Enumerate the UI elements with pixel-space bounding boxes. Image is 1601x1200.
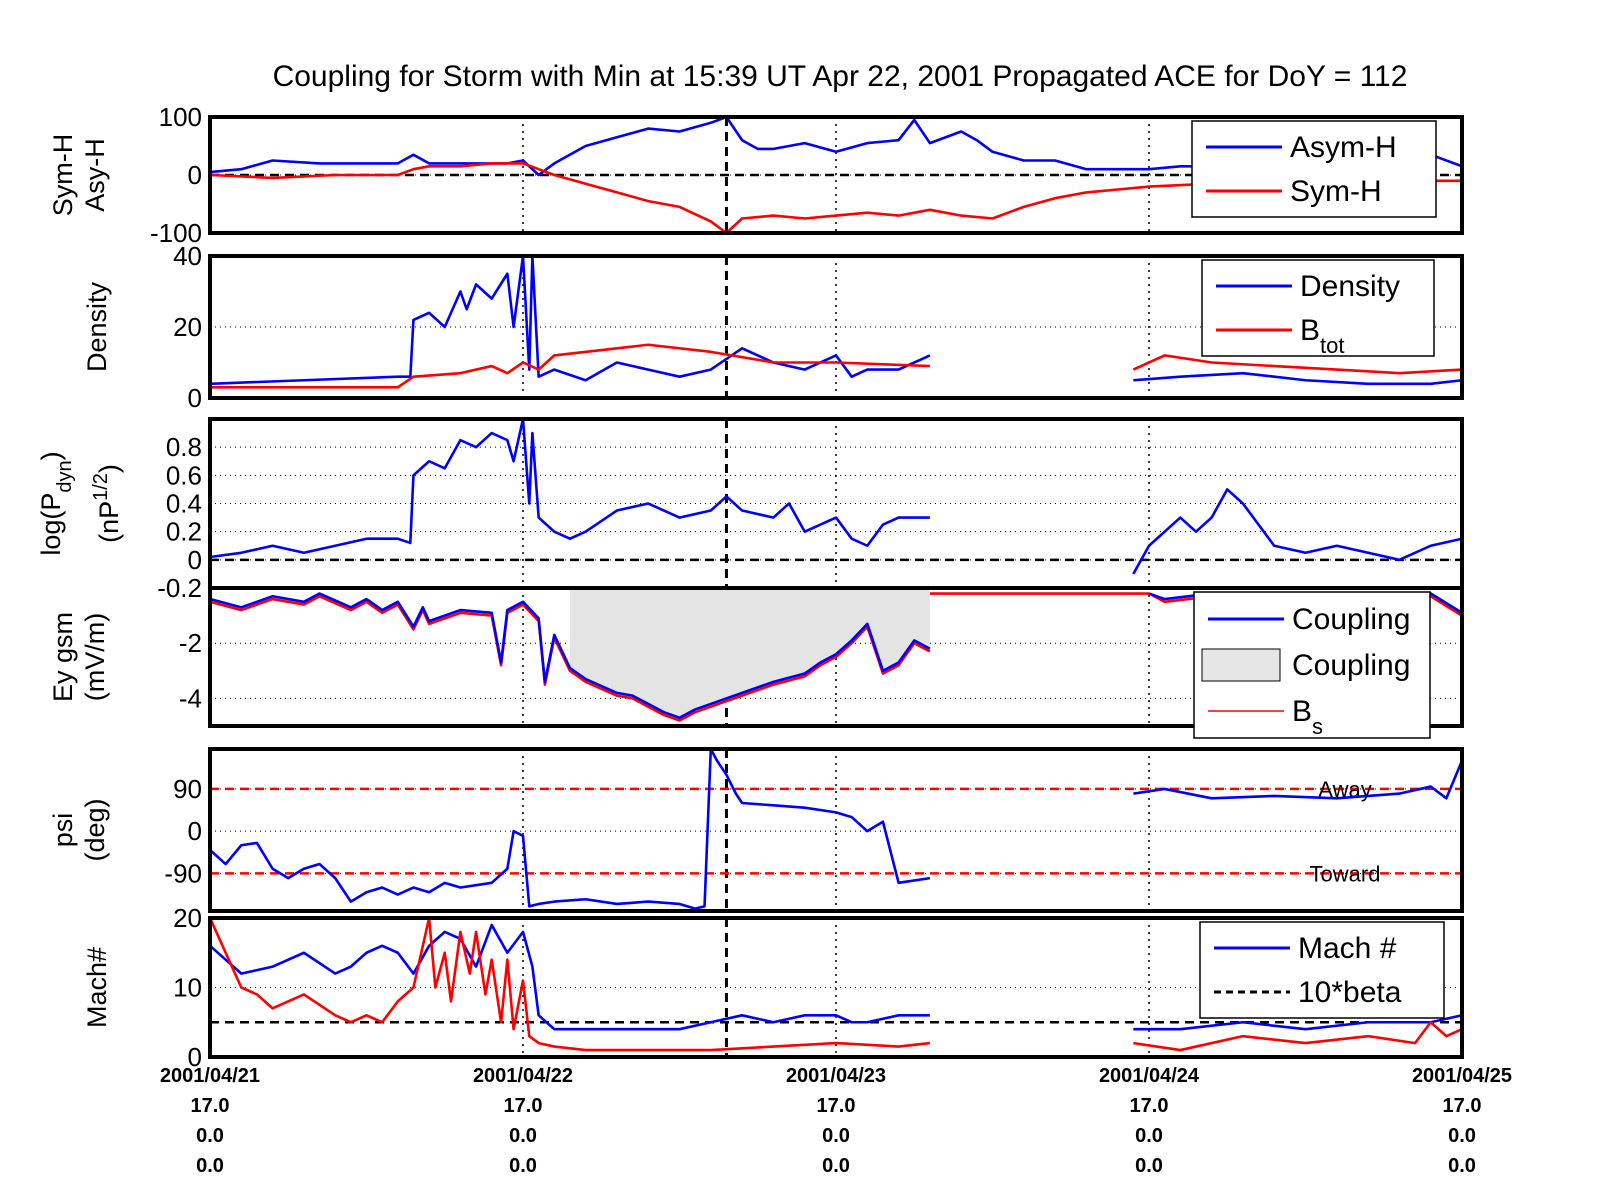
x-tick-label: 17.0 [504,1095,543,1117]
legend-label: Coupling [1292,603,1410,636]
series-line-density [1133,371,1462,386]
x-tick-label: 0.0 [822,1155,850,1177]
y-tick-label: -90 [164,858,202,888]
series-line-sym-h [210,162,1462,233]
x-tick-label: 2001/04/25 [1412,1065,1512,1087]
x-tick-label: 2001/04/23 [786,1065,886,1087]
legend-mach: Mach # 10*beta [1199,921,1445,1019]
legend-box [1199,921,1445,1019]
legend-label: Mach # [1298,932,1397,965]
y-axis-label-2: (deg) [80,798,110,861]
coupling-fill-area [569,588,930,718]
series-line-pdyn [210,419,930,559]
series-line-pdyn [1132,488,1462,575]
y-tick-label: 40 [173,241,202,271]
series-line-density [210,256,931,386]
legend-symh: Asym-H Sym-H [1191,120,1437,218]
series-line-b [1132,354,1462,375]
y-tick-label: 0 [188,383,202,413]
series-line-psi [210,749,931,910]
x-tick-label: 17.0 [191,1095,230,1117]
x-tick-label: 17.0 [1443,1095,1482,1117]
panel-frame [208,586,1464,728]
plot-area [210,419,1462,575]
x-tick-label: 17.0 [1130,1095,1169,1117]
plot-area [210,256,1462,389]
y-tick-label: -2 [179,628,202,658]
legend-label: Coupling [1292,649,1410,682]
y-axis-label: psi [48,813,78,848]
x-tick-label: 2001/04/24 [1099,1065,1200,1087]
y-tick-label: 0.6 [166,460,202,490]
y-axis-label: Sym-H [48,134,78,217]
y-tick-label: 90 [173,774,202,804]
x-tick-label: 0.0 [196,1155,224,1177]
y-tick-label: 10 [173,973,202,1003]
y-tick-label: 20 [173,903,202,933]
y-axis-label-2: Asy-H [80,138,110,212]
x-tick-label: 2001/04/21 [160,1065,260,1087]
series-line-10-beta [210,918,931,1052]
y-tick-label: 0 [188,545,202,575]
legend-label: Sym-H [1290,175,1382,208]
x-tick-label: 0.0 [509,1125,537,1147]
legend-box [1201,259,1435,357]
y-axis-unit-label: (nP1/2) [90,464,124,543]
series-line-b [210,343,930,389]
x-tick-label: 0.0 [1448,1125,1476,1147]
y-tick-label: 0.8 [166,432,202,462]
y-tick-label: 0 [188,816,202,846]
panel-frame [208,747,1464,913]
y-axis-label: Ey gsm [48,612,78,702]
series-line-psi [1133,760,1462,800]
x-tick-label: 0.0 [1448,1155,1476,1177]
y-tick-label: -100 [150,218,202,248]
y-tick-label: -4 [179,683,202,713]
x-tick-label: 17.0 [817,1095,856,1117]
y-axis-label: log(Pdyn) [36,451,76,555]
panel-pdyn: 0.80.60.40.20-0.2 log(Pdyn) (nP1/2) [36,417,1464,603]
y-axis-label: Mach# [82,947,112,1028]
y-tick-label: 0 [188,1042,202,1072]
y-tick-label: 20 [173,312,202,342]
y-tick-label: 0.4 [166,489,202,519]
y-tick-label: 0 [188,160,202,190]
plot-area [210,918,1462,1052]
series-line-10-beta [1133,1020,1462,1052]
x-tick-label: 0.0 [509,1155,537,1177]
y-axis-label-2: (mV/m) [80,613,110,701]
panel-mach: 20 10 0 Mach# Mach # 10*beta [82,903,1464,1072]
x-tick-labels: 2001/04/21 17.0 0.0 0.0 2001/04/22 17.0 0.0 0.0… [160,1065,1512,1177]
legend-swatch [1201,648,1281,682]
legend-label: Density [1300,270,1400,303]
series-line-coupling [210,592,931,720]
figure-title: Coupling for Storm with Min at 15:39 UT … [273,60,1408,93]
legend-box [1191,120,1437,218]
plot-area [210,749,1462,910]
y-tick-label: 0.2 [166,517,202,547]
x-tick-label: 0.0 [1135,1155,1163,1177]
series-line-mach- [210,923,930,1031]
panel-frame [208,916,1464,1059]
y-axis-label: Density [82,281,112,372]
reference-line-label: Toward [1310,861,1381,886]
x-tick-label: 0.0 [1135,1125,1163,1147]
y-tick-label: -0.2 [157,573,202,603]
x-tick-label: 0.0 [822,1125,850,1147]
panel-frame [208,115,1464,235]
legend-label: 10*beta [1298,976,1402,1009]
y-tick-label: 100 [159,102,202,132]
x-tick-label: 2001/04/22 [473,1065,573,1087]
x-tick-label: 0.0 [196,1125,224,1147]
panel-frame [208,254,1464,400]
legend-label: Asym-H [1290,131,1397,164]
